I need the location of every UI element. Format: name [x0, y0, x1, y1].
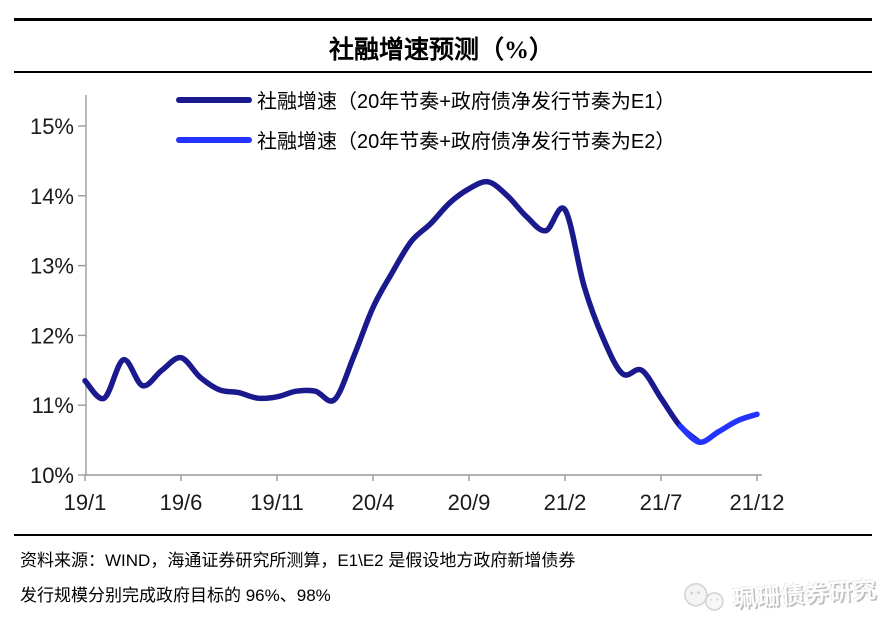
- legend-label-e2: 社融增速（20年节奏+政府债净发行节奏为E2）: [257, 131, 676, 153]
- legend-item-e2: 社融增速（20年节奏+政府债净发行节奏为E2）: [176, 126, 675, 153]
- legend-swatch-e1: [176, 96, 252, 103]
- legend-label-e1: 社融增速（20年节奏+政府债净发行节奏为E1）: [257, 91, 676, 113]
- source-note-line2: 发行规模分别完成政府目标的 96%、98%: [20, 586, 331, 605]
- x-tick-label: 19/1: [64, 490, 107, 515]
- x-tick-label: 21/2: [544, 490, 587, 515]
- title-divider: [14, 71, 872, 73]
- y-tick-label: 14%: [30, 184, 74, 209]
- footer-divider: [14, 534, 872, 536]
- y-tick-label: 12%: [30, 323, 74, 348]
- series-line-e1: [82, 178, 703, 445]
- y-tick-label: 15%: [30, 114, 74, 139]
- watermark: 珮珊债券研究: [680, 569, 878, 619]
- y-tick-label: 10%: [30, 463, 74, 488]
- x-tick-label: 20/4: [352, 490, 395, 515]
- x-tick-label: 21/12: [729, 490, 784, 515]
- x-tick-label: 19/6: [160, 490, 203, 515]
- legend-item-e1: 社融增速（20年节奏+政府债净发行节奏为E1）: [176, 86, 675, 113]
- y-tick-label: 13%: [30, 254, 74, 279]
- x-tick-label: 20/9: [448, 490, 491, 515]
- source-note: 资料来源：WIND，海通证券研究所测算，E1\E2 是假设地方政府新增债券 发行…: [20, 543, 865, 613]
- line-chart: 10% 11% 12% 13% 14% 15% 19/1 19/6 19/11 20/4 20/9 2…: [30, 95, 785, 515]
- x-tick-label: 19/11: [250, 490, 303, 515]
- source-note-line1: 资料来源：WIND，海通证券研究所测算，E1\E2 是假设地方政府新增债券: [20, 551, 576, 570]
- y-tick-label: 11%: [32, 393, 74, 418]
- wechat-icon: [684, 583, 724, 611]
- top-divider: [14, 18, 872, 21]
- x-tick-label: 21/7: [640, 490, 683, 515]
- legend-swatch-e2: [176, 136, 252, 143]
- series-line-e2: [677, 411, 760, 445]
- chart-legend: 社融增速（20年节奏+政府债净发行节奏为E1） 社融增速（20年节奏+政府债净发…: [176, 86, 675, 166]
- chart-title: 社融增速预测（%）: [328, 37, 554, 64]
